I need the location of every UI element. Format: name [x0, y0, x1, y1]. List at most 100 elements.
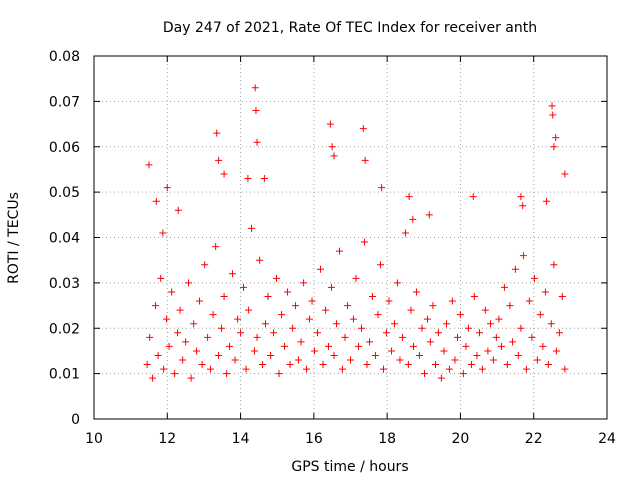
data-point	[359, 125, 367, 133]
data-point	[201, 261, 209, 269]
data-point	[506, 302, 514, 310]
data-point	[558, 292, 566, 300]
data-point	[215, 351, 223, 359]
data-point	[187, 374, 195, 382]
data-point	[379, 365, 387, 373]
data-point	[555, 329, 563, 337]
data-point	[176, 306, 184, 314]
data-point	[437, 374, 445, 382]
data-point	[207, 365, 215, 373]
data-point	[462, 342, 470, 350]
data-point	[409, 215, 417, 223]
data-point	[517, 324, 525, 332]
data-point	[223, 370, 231, 378]
data-point	[294, 356, 302, 364]
data-point	[260, 175, 268, 183]
data-point	[517, 193, 525, 201]
data-point	[489, 356, 497, 364]
data-point	[275, 370, 283, 378]
data-point	[500, 283, 508, 291]
data-point	[349, 315, 357, 323]
data-point	[360, 238, 368, 246]
data-point	[550, 261, 558, 269]
data-point	[204, 333, 212, 341]
data-point	[481, 306, 489, 314]
data-point	[536, 311, 544, 319]
y-tick-label: 0.03	[49, 276, 80, 292]
data-point	[440, 347, 448, 355]
data-point	[514, 351, 522, 359]
data-point	[445, 365, 453, 373]
data-point	[316, 265, 324, 273]
data-point	[182, 338, 190, 346]
data-point	[347, 356, 354, 364]
axes	[93, 55, 608, 420]
data-point	[261, 320, 269, 328]
data-point	[425, 211, 433, 219]
data-point	[418, 324, 426, 332]
data-point	[401, 229, 409, 237]
data-point	[159, 229, 167, 237]
x-axis-label: GPS time / hours	[291, 459, 408, 475]
data-point	[399, 333, 407, 341]
data-point	[511, 265, 519, 273]
data-point	[292, 302, 300, 310]
data-point	[264, 292, 272, 300]
data-point	[145, 161, 153, 169]
data-point	[528, 333, 536, 341]
x-tick-label: 20	[452, 431, 470, 447]
data-point	[218, 324, 226, 332]
data-point	[270, 329, 278, 337]
data-point	[522, 365, 530, 373]
data-point	[469, 193, 477, 201]
y-tick-label: 0	[71, 412, 80, 428]
data-point	[308, 297, 316, 305]
y-tick-label: 0.08	[49, 49, 80, 65]
data-point	[303, 365, 311, 373]
data-point	[561, 365, 569, 373]
data-point	[448, 297, 456, 305]
data-point	[322, 306, 330, 314]
data-point	[229, 270, 237, 278]
x-tick-label: 14	[232, 431, 250, 447]
data-point	[552, 347, 560, 355]
data-point	[456, 311, 464, 319]
data-point	[234, 315, 242, 323]
plot-frame	[93, 55, 608, 420]
data-point	[366, 338, 374, 346]
data-point	[289, 324, 297, 332]
data-point	[361, 156, 369, 164]
data-point	[251, 84, 259, 92]
data-point	[286, 361, 294, 369]
data-point	[256, 256, 264, 264]
data-point	[352, 274, 360, 282]
data-point	[253, 138, 261, 146]
data-point	[368, 292, 376, 300]
x-tick-label: 16	[305, 431, 323, 447]
data-point	[237, 329, 245, 337]
data-point	[325, 342, 333, 350]
data-point	[272, 274, 280, 282]
data-point	[171, 370, 179, 378]
data-point	[497, 342, 505, 350]
data-point	[252, 106, 260, 114]
data-point	[421, 370, 429, 378]
data-point	[539, 342, 547, 350]
data-point	[495, 315, 503, 323]
data-point	[357, 324, 365, 332]
data-point	[443, 320, 451, 328]
data-point	[525, 297, 533, 305]
data-point	[434, 329, 442, 337]
data-point	[245, 306, 253, 314]
data-point	[160, 365, 168, 373]
grid-lines	[94, 56, 607, 419]
data-point	[248, 224, 256, 232]
chart-title: Day 247 of 2021, Rate Of TEC Index for r…	[163, 20, 537, 36]
data-point	[231, 356, 239, 364]
data-point	[486, 320, 494, 328]
data-point	[215, 156, 223, 164]
data-point	[226, 342, 234, 350]
tick-labels: 10 12 14 16 18 20 22 24 0 0.01 0.02 0.03 0.04 0.05 0.0…	[49, 49, 616, 447]
data-point	[328, 143, 336, 151]
data-point	[377, 261, 385, 269]
